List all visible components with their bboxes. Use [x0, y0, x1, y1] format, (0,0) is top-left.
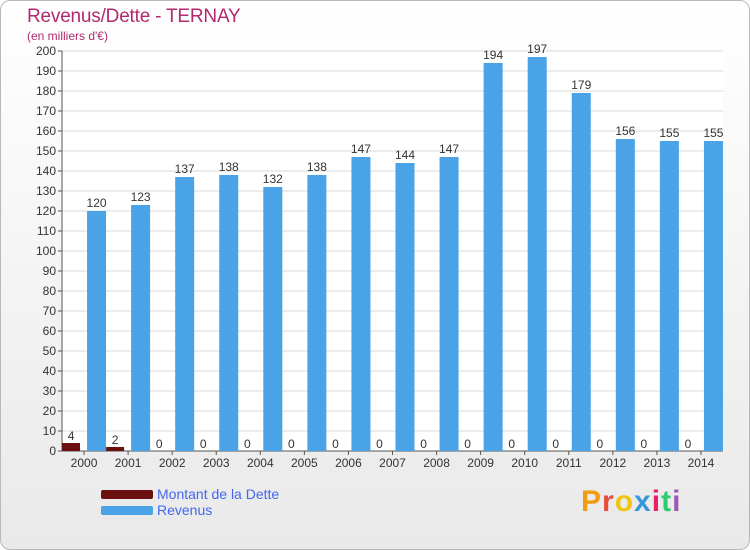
y-tick-label: 40: [43, 364, 57, 378]
y-tick-label: 80: [43, 284, 57, 298]
y-tick-label: 130: [36, 184, 56, 198]
logo-letter: o: [614, 485, 635, 518]
value-label-dette: 2: [112, 433, 119, 447]
value-label-dette: 0: [332, 437, 339, 451]
legend-label-dette: Montant de la Dette: [157, 486, 280, 502]
y-tick-label: 60: [43, 324, 57, 338]
y-tick-label: 170: [36, 104, 56, 118]
logo-letter: P: [581, 485, 603, 518]
y-tick-label: 50: [43, 344, 57, 358]
y-tick-label: 140: [36, 164, 56, 178]
logo-letter: i: [651, 485, 662, 518]
value-label-dette: 0: [641, 437, 648, 451]
value-label-revenus: 155: [703, 126, 723, 140]
chart-title: Revenus/Dette - TERNAY: [27, 6, 241, 27]
value-label-revenus: 137: [175, 162, 195, 176]
value-label-dette: 0: [552, 437, 559, 451]
x-tick-label: 2012: [599, 456, 626, 470]
x-tick-label: 2014: [688, 456, 715, 470]
value-label-dette: 0: [376, 437, 383, 451]
bar-revenus: [263, 187, 283, 451]
value-label-revenus: 155: [659, 126, 679, 140]
x-tick-label: 2005: [291, 456, 318, 470]
bar-revenus: [703, 141, 723, 451]
legend-swatch-revenus: [101, 506, 153, 515]
value-label-revenus: 138: [219, 160, 239, 174]
y-tick-label: 90: [43, 264, 57, 278]
y-tick-label: 30: [43, 384, 57, 398]
value-label-revenus: 123: [131, 190, 151, 204]
value-label-dette: 0: [508, 437, 515, 451]
x-tick-label: 2000: [71, 456, 98, 470]
value-label-dette: 0: [596, 437, 603, 451]
logo-letter: i: [672, 485, 682, 518]
y-tick-label: 160: [36, 124, 56, 138]
bar-revenus: [527, 57, 547, 451]
value-label-revenus: 138: [307, 160, 327, 174]
value-label-dette: 0: [288, 437, 295, 451]
legend-swatch-dette: [101, 490, 153, 499]
x-tick-label: 2011: [556, 456, 582, 470]
x-tick-label: 2010: [511, 456, 538, 470]
value-label-revenus: 132: [263, 172, 283, 186]
logo-letter: r: [602, 485, 615, 518]
bar-revenus: [87, 211, 107, 451]
value-label-revenus: 194: [483, 48, 503, 62]
value-label-revenus: 147: [439, 142, 459, 156]
bar-revenus: [219, 175, 239, 451]
value-label-dette: 0: [464, 437, 471, 451]
x-tick-label: 2004: [247, 456, 274, 470]
value-label-revenus: 144: [395, 148, 415, 162]
y-tick-label: 150: [36, 144, 56, 158]
x-tick-label: 2007: [379, 456, 406, 470]
y-tick-label: 0: [49, 444, 56, 458]
chart-subtitle: (en milliers d'€): [27, 29, 108, 43]
x-tick-label: 2009: [467, 456, 494, 470]
y-tick-label: 20: [43, 404, 57, 418]
value-label-dette: 0: [156, 437, 163, 451]
x-tick-label: 2002: [159, 456, 186, 470]
y-tick-label: 180: [36, 84, 56, 98]
x-tick-label: 2006: [335, 456, 362, 470]
bar-dette: [106, 447, 125, 451]
value-label-dette: 4: [68, 429, 75, 443]
bar-revenus: [307, 175, 327, 451]
value-label-revenus: 179: [571, 78, 591, 92]
bar-revenus: [131, 205, 151, 451]
y-tick-label: 190: [36, 64, 56, 78]
y-tick-label: 120: [36, 204, 56, 218]
value-label-revenus: 197: [527, 42, 547, 56]
bar-revenus: [615, 139, 635, 451]
bar-dette: [62, 443, 81, 451]
value-label-revenus: 120: [87, 196, 107, 210]
x-tick-label: 2001: [115, 456, 142, 470]
logo-letter: x: [634, 485, 652, 518]
bar-revenus: [659, 141, 679, 451]
bar-revenus: [439, 157, 459, 451]
bar-revenus: [351, 157, 371, 451]
logo-letter: t: [661, 485, 673, 518]
x-tick-label: 2013: [644, 456, 671, 470]
value-label-dette: 0: [200, 437, 207, 451]
y-tick-label: 200: [36, 44, 56, 58]
y-tick-label: 100: [36, 244, 56, 258]
y-tick-label: 10: [43, 424, 57, 438]
bar-revenus: [571, 93, 591, 451]
bar-revenus: [175, 177, 195, 451]
value-label-dette: 0: [420, 437, 427, 451]
y-tick-label: 110: [37, 224, 56, 238]
y-tick-label: 70: [43, 304, 57, 318]
value-label-dette: 0: [244, 437, 251, 451]
value-label-dette: 0: [685, 437, 692, 451]
bar-revenus: [483, 63, 503, 451]
bar-revenus: [395, 163, 415, 451]
legend-label-revenus: Revenus: [157, 502, 213, 518]
x-tick-label: 2008: [423, 456, 450, 470]
proxiti-logo: Proxiti: [581, 485, 681, 519]
value-label-revenus: 156: [615, 124, 635, 138]
value-label-revenus: 147: [351, 142, 371, 156]
x-tick-label: 2003: [203, 456, 230, 470]
